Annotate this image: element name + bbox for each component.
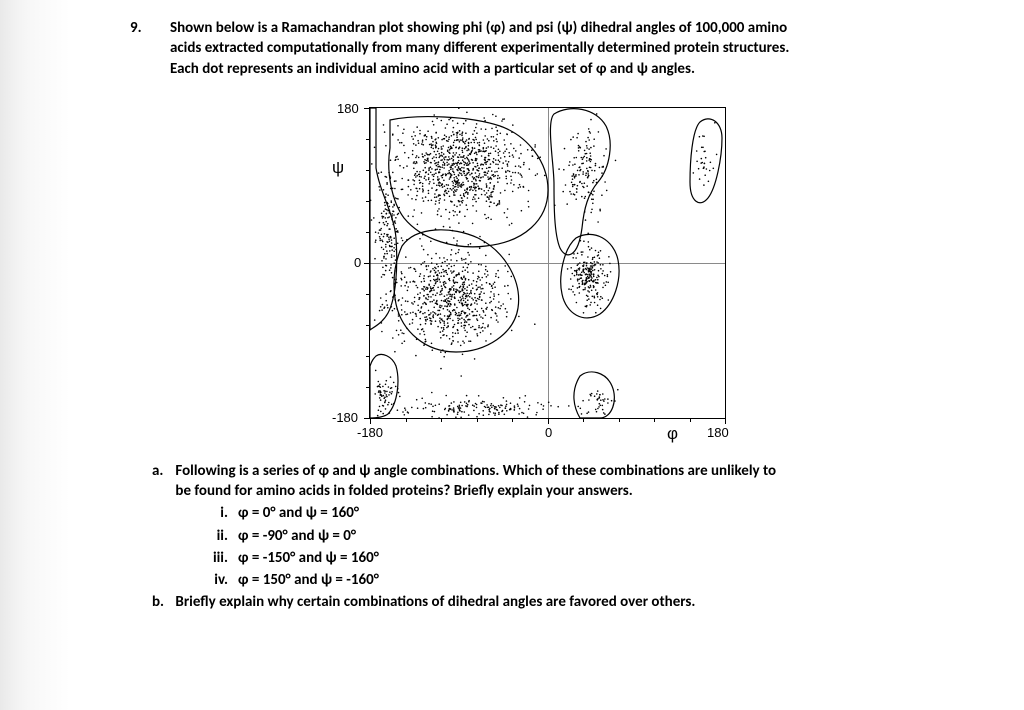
- question-prompt: Shown below is a Ramachandran plot showi…: [170, 18, 924, 79]
- plot-area: [369, 107, 726, 419]
- part-b-text: Briefly explain why certain combinations…: [175, 593, 695, 611]
- axis-tick: [583, 418, 584, 422]
- roman-numeral: iv.: [202, 570, 228, 590]
- axis-tick: [406, 418, 407, 422]
- part-a-item: i. φ = 0° and ψ = 160°: [202, 503, 924, 523]
- ramachandran-plot: 180 0 -180 ψ -180 0 180 φ: [317, 97, 737, 447]
- part-a-item: ii. φ = -90° and ψ = 0°: [202, 526, 924, 546]
- roman-numeral: iii.: [202, 548, 228, 568]
- axis-tick: [477, 418, 478, 422]
- axis-tick: [366, 232, 370, 233]
- axis-tick: [370, 418, 371, 424]
- axis-tick: [366, 170, 370, 171]
- prompt-line: Shown below is a Ramachandran plot showi…: [170, 18, 924, 38]
- item-text: φ = 0° and ψ = 160°: [238, 504, 359, 522]
- item-text: φ = 150° and ψ = -160°: [238, 571, 379, 589]
- scan-gutter: [0, 0, 70, 710]
- grid-horizontal: [370, 263, 725, 264]
- axis-tick: [690, 418, 691, 422]
- axis-tick: [654, 418, 655, 422]
- y-axis-label: ψ: [332, 157, 344, 180]
- x-tick-label: 180: [707, 424, 729, 442]
- part-letter: b.: [152, 592, 172, 612]
- y-tick-label: 180: [337, 100, 359, 118]
- axis-tick: [366, 139, 370, 140]
- axis-tick: [512, 418, 513, 422]
- roman-numeral: i.: [202, 503, 228, 523]
- prompt-line: acids extracted computationally from man…: [170, 38, 924, 58]
- axis-tick: [366, 356, 370, 357]
- part-a-text-line: be found for amino acids in folded prote…: [175, 482, 632, 500]
- x-tick-label: 0: [545, 424, 552, 442]
- item-text: φ = -150° and ψ = 160°: [238, 549, 379, 567]
- x-tick-label: -180: [357, 424, 383, 442]
- axis-tick: [619, 418, 620, 422]
- axis-tick: [441, 418, 442, 422]
- prompt-line: Each dot represents an individual amino …: [170, 59, 924, 79]
- axis-tick: [364, 263, 370, 264]
- question-number: 9.: [130, 18, 142, 38]
- axis-tick: [364, 108, 370, 109]
- x-axis-label: φ: [667, 423, 678, 446]
- y-tick-label: -180: [332, 409, 358, 427]
- axis-tick: [366, 387, 370, 388]
- part-letter: a.: [152, 461, 172, 481]
- axis-tick: [366, 201, 370, 202]
- y-tick-label: 0: [354, 254, 361, 272]
- axis-tick: [366, 294, 370, 295]
- axis-tick: [548, 418, 549, 424]
- part-b: b. Briefly explain why certain combinati…: [152, 592, 924, 612]
- part-a-text-line: Following is a series of φ and ψ angle c…: [175, 462, 776, 480]
- axis-tick: [366, 325, 370, 326]
- roman-numeral: ii.: [202, 526, 228, 546]
- item-text: φ = -90° and ψ = 0°: [238, 527, 356, 545]
- part-a-item: iv. φ = 150° and ψ = -160°: [202, 570, 924, 590]
- part-a-item: iii. φ = -150° and ψ = 160°: [202, 548, 924, 568]
- axis-tick: [725, 418, 726, 424]
- part-a: a. Following is a series of φ and ψ angl…: [152, 461, 924, 502]
